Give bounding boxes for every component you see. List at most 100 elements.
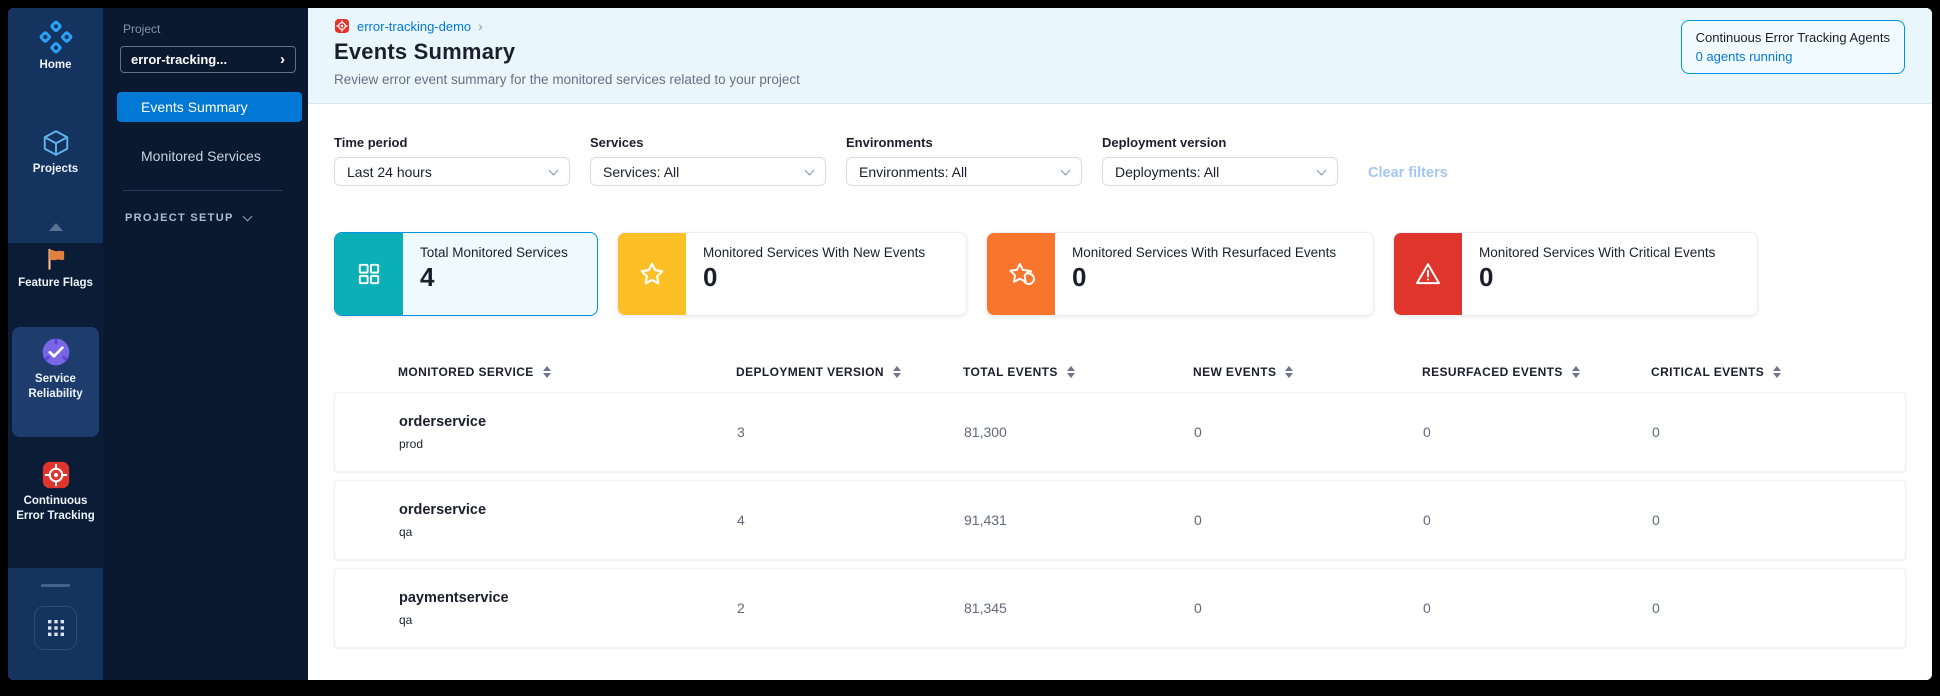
card-body: Monitored Services With New Events 0 [686,233,925,315]
filter-label: Time period [334,135,408,150]
select-value: Environments: All [859,163,968,180]
select-value: Deployments: All [1115,163,1220,180]
card-label: Monitored Services With Critical Events [1479,245,1716,260]
card-value: 0 [703,262,718,292]
module-rail: Home Projects Feature Flags [8,8,103,680]
app-window: Home Projects Feature Flags [8,8,1932,680]
breadcrumb-project-link[interactable]: error-tracking-demo [357,18,472,34]
sidebar-item-continuous-error-tracking[interactable]: Continuous Error Tracking [8,460,103,524]
total-events-cell: 81,345 [964,600,1007,616]
chevron-up-icon [48,223,63,231]
column-header-critical-events[interactable]: CRITICAL EVENTS [1651,365,1906,379]
column-label: TOTAL EVENTS [963,365,1058,379]
total-events-cell: 81,300 [964,424,1007,440]
card-accent [1394,233,1462,315]
reliability-circle-icon [42,338,69,366]
sidebar-item-service-reliability[interactable]: Service Reliability [8,336,103,402]
deployments-select[interactable]: Deployments: All [1102,157,1338,186]
service-name: orderservice [399,501,487,518]
table-header-row: MONITORED SERVICE DEPLOYMENT VERSION TOT… [334,352,1906,392]
filter-label: Deployment version [1102,135,1227,150]
star-resurfaced-icon [1009,262,1035,285]
content-area: Time period Last 24 hours Services Servi… [308,104,1932,680]
filter-services: Services Services: All [590,135,826,186]
column-label: CRITICAL EVENTS [1651,365,1765,379]
card-value: 0 [1479,262,1494,292]
sidebar-item-label: Projects [32,163,79,175]
sort-icon[interactable] [1066,365,1075,379]
sort-icon[interactable] [542,365,551,379]
agents-status-box[interactable]: Continuous Error Tracking Agents 0 agent… [1680,20,1905,74]
card-new-events[interactable]: Monitored Services With New Events 0 [617,232,967,316]
chevron-down-icon [804,165,815,175]
sidebar-item-feature-flags[interactable]: Feature Flags [8,246,103,291]
new-events-cell: 0 [1194,424,1202,440]
chevron-down-icon [1316,165,1327,175]
agents-running-link[interactable]: 0 agents running [1695,49,1793,64]
sort-icon[interactable] [892,365,901,379]
column-header-new-events[interactable]: NEW EVENTS [1193,365,1422,379]
sort-icon[interactable] [1285,365,1294,379]
events-table: MONITORED SERVICE DEPLOYMENT VERSION TOT… [334,352,1906,648]
card-critical-events[interactable]: Monitored Services With Critical Events … [1393,232,1758,316]
total-events-cell: 91,431 [964,512,1007,528]
table-row[interactable]: orderservice qa 4 91,431 0 0 0 [334,480,1906,560]
service-environment: qa [399,612,413,627]
select-value: Services: All [603,163,680,180]
card-resurfaced-events[interactable]: Monitored Services With Resurfaced Event… [986,232,1374,316]
filter-label: Services [590,135,644,150]
column-header-monitored-service[interactable]: MONITORED SERVICE [398,365,736,379]
project-selector[interactable]: error-tracking... › [120,46,296,73]
time-period-select[interactable]: Last 24 hours [334,157,570,186]
clear-filters-button[interactable]: Clear filters [1368,165,1448,181]
error-tracking-target-icon [335,19,349,33]
error-tracking-target-icon [42,461,69,489]
card-value: 4 [420,262,435,292]
module-grid-button[interactable] [34,606,77,650]
page-title: Events Summary [334,39,516,64]
chevron-right-icon: › [478,18,483,34]
critical-events-cell: 0 [1652,512,1660,528]
sidebar-item-label: Service Reliability [28,373,83,400]
flag-icon [47,248,64,270]
table-row[interactable]: orderservice prod 3 81,300 0 0 0 [334,392,1906,472]
sort-icon[interactable] [1571,365,1580,379]
column-header-deployment-version[interactable]: DEPLOYMENT VERSION [736,365,963,379]
card-total-monitored-services[interactable]: Total Monitored Services 4 [334,232,598,316]
column-header-total-events[interactable]: TOTAL EVENTS [963,365,1193,379]
new-events-cell: 0 [1194,512,1202,528]
project-setup-toggle[interactable]: PROJECT SETUP [125,211,253,224]
harness-logo-icon [39,20,72,54]
service-cell: orderservice qa [399,502,737,539]
services-select[interactable]: Services: All [590,157,826,186]
chevron-down-icon [1060,165,1071,175]
sidebar-item-projects[interactable]: Projects [8,128,103,177]
filter-label: Environments [846,135,933,150]
dashboard-grid-icon [358,263,380,285]
column-header-resurfaced-events[interactable]: RESURFACED EVENTS [1422,365,1651,379]
rail-scroll-up[interactable] [8,223,103,231]
sidebar-item-home[interactable]: Home [8,20,103,73]
page-header: error-tracking-demo › Events Summary Rev… [308,8,1932,104]
service-cell: orderservice prod [399,414,737,451]
chevron-down-icon [242,211,253,221]
column-label: DEPLOYMENT VERSION [736,365,884,379]
table-row[interactable]: paymentservice qa 2 81,345 0 0 0 [334,568,1906,648]
resurfaced-events-cell: 0 [1423,512,1431,528]
divider [123,190,283,191]
cube-icon [43,130,68,156]
environments-select[interactable]: Environments: All [846,157,1082,186]
main-content: error-tracking-demo › Events Summary Rev… [308,8,1932,680]
service-name: orderservice [399,413,487,430]
column-label: MONITORED SERVICE [398,365,534,379]
sidebar-item-events-summary[interactable]: Events Summary [117,92,302,122]
chevron-right-icon: › [280,51,285,68]
breadcrumb: error-tracking-demo › [334,18,1906,34]
page-subtitle: Review error event summary for the monit… [334,72,800,87]
sidebar-item-monitored-services[interactable]: Monitored Services [141,148,261,164]
sort-icon[interactable] [1773,365,1782,379]
service-name: paymentservice [399,589,509,606]
card-accent [335,233,403,315]
deployment-version-cell: 3 [737,424,745,440]
filter-bar: Time period Last 24 hours Services Servi… [334,135,1906,186]
